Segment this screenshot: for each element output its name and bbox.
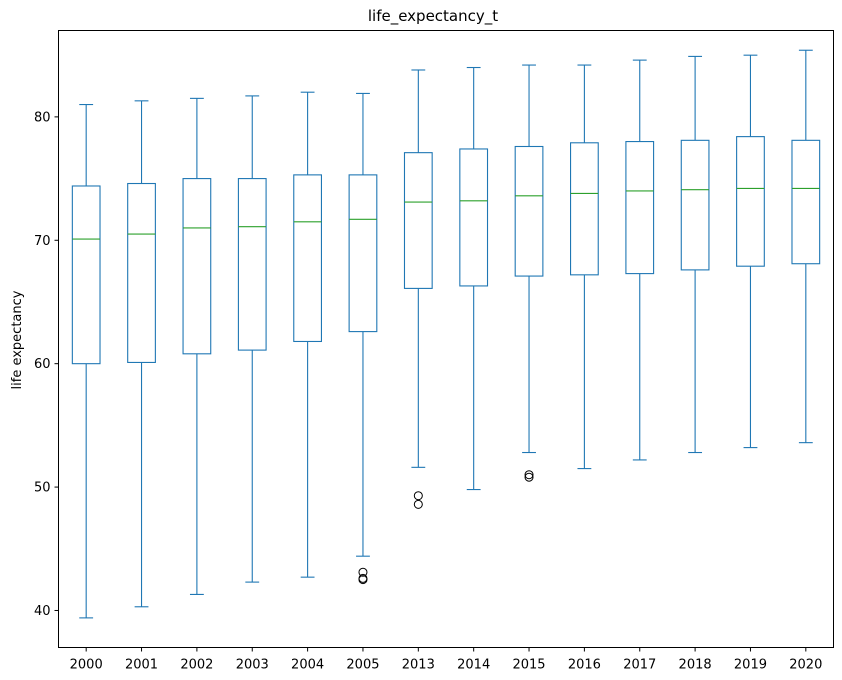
plot-area-frame xyxy=(58,30,834,648)
box-2000 xyxy=(71,103,101,619)
y-tick-label: 70 xyxy=(34,234,51,249)
box-2016 xyxy=(570,64,599,470)
x-tick-label: 2013 xyxy=(402,658,435,673)
iqr-box xyxy=(182,178,212,355)
outlier-point xyxy=(358,567,368,577)
iqr-box xyxy=(736,136,765,267)
x-tick-label: 2017 xyxy=(623,658,656,673)
x-tick-label: 2018 xyxy=(679,658,712,673)
box-2015 xyxy=(514,64,544,482)
box-2019 xyxy=(736,54,765,449)
y-tick-label: 60 xyxy=(34,357,51,372)
box-2001 xyxy=(127,100,156,608)
outlier-point xyxy=(413,499,423,509)
outlier-point xyxy=(524,470,534,480)
y-axis: 40 50 60 70 80 xyxy=(34,110,59,619)
x-axis: 2000 2001 2002 2003 2004 2005 2013 2014 2015 2016… xyxy=(70,647,822,673)
outlier-point xyxy=(524,472,534,482)
y-tick-label: 40 xyxy=(34,604,51,619)
box-2004 xyxy=(293,91,322,578)
box-series xyxy=(71,49,821,619)
x-tick-label: 2003 xyxy=(236,658,269,673)
iqr-box xyxy=(403,152,433,289)
box-2017 xyxy=(625,59,655,461)
iqr-box xyxy=(127,182,156,363)
box-2020 xyxy=(791,49,821,444)
x-tick-label: 2002 xyxy=(180,658,213,673)
y-tick-label: 50 xyxy=(34,481,51,496)
x-tick-label: 2000 xyxy=(70,658,103,673)
box-2013 xyxy=(403,69,433,509)
chart-title: life_expectancy_t xyxy=(368,7,498,26)
box-2002 xyxy=(182,97,212,595)
iqr-box xyxy=(293,174,322,343)
iqr-box xyxy=(71,185,101,365)
x-tick-label: 2019 xyxy=(734,658,767,673)
box-2018 xyxy=(680,55,710,454)
x-tick-label: 2001 xyxy=(125,658,158,673)
box-2005 xyxy=(348,92,378,585)
y-axis-label: life expectancy xyxy=(10,290,25,389)
iqr-box xyxy=(459,148,489,287)
y-tick-label: 80 xyxy=(34,110,51,125)
x-tick-label: 2005 xyxy=(346,658,379,673)
x-tick-label: 2020 xyxy=(789,658,822,673)
iqr-box xyxy=(570,142,599,276)
x-tick-label: 2014 xyxy=(457,658,490,673)
box-2003 xyxy=(237,95,267,583)
x-tick-label: 2004 xyxy=(291,658,324,673)
iqr-box xyxy=(680,139,710,271)
iqr-box xyxy=(514,145,544,277)
iqr-box xyxy=(791,139,821,265)
box-2014 xyxy=(459,66,489,491)
iqr-box xyxy=(237,178,267,351)
outlier-point xyxy=(413,491,423,501)
x-tick-label: 2015 xyxy=(512,658,545,673)
outlier-point xyxy=(358,575,368,585)
iqr-box xyxy=(348,174,378,333)
iqr-box xyxy=(625,141,655,275)
x-tick-label: 2016 xyxy=(568,658,601,673)
